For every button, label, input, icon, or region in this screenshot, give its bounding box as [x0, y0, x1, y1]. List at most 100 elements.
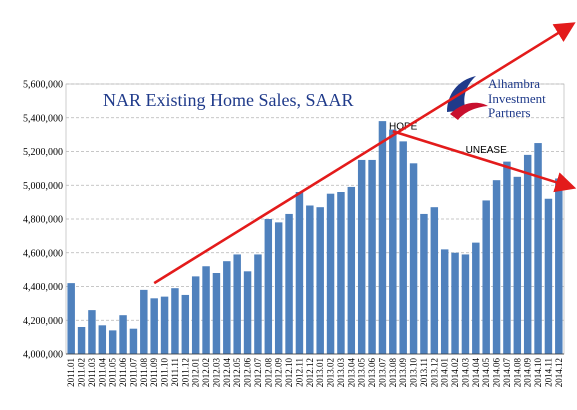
bar [430, 207, 439, 354]
x-tick-label: 2012.10 [284, 358, 294, 388]
x-tick-label: 2013.01 [315, 358, 325, 387]
x-tick-label: 2012.12 [305, 358, 315, 387]
bar [389, 129, 397, 354]
x-tick-label: 2013.09 [398, 358, 408, 388]
x-tick-label: 2012.05 [232, 358, 242, 388]
bar [264, 219, 273, 354]
y-tick-label: 4,000,000 [23, 350, 63, 361]
bar [150, 298, 158, 354]
bar [326, 193, 335, 354]
bar [295, 192, 304, 354]
x-tick-label: 2011.10 [160, 358, 170, 387]
bar [492, 180, 501, 354]
x-tick-label: 2013.10 [409, 358, 419, 388]
x-tick-label: 2013.12 [429, 358, 439, 387]
bar [223, 261, 231, 354]
x-tick-label: 2012.11 [294, 358, 304, 387]
x-tick-label: 2013.08 [388, 358, 398, 388]
bar [191, 276, 200, 354]
x-tick-label: 2011.09 [149, 358, 159, 387]
x-tick-label: 2011.01 [66, 358, 76, 387]
x-tick-label: 2013.02 [326, 358, 336, 387]
bar [233, 254, 241, 354]
bar [534, 143, 542, 354]
x-tick-label: 2013.04 [346, 358, 356, 388]
grid [66, 83, 564, 321]
y-tick-label: 5,400,000 [23, 113, 63, 124]
bar [88, 310, 96, 354]
x-tick-label: 2012.06 [243, 358, 253, 388]
x-tick-label: 2014.08 [512, 358, 522, 388]
y-tick-label: 4,600,000 [23, 248, 63, 259]
bar [171, 288, 179, 354]
x-tick-label: 2014.12 [554, 358, 564, 387]
bar [181, 294, 190, 354]
x-tick-label: 2013.06 [367, 358, 377, 388]
trend-arrow [153, 22, 576, 285]
x-tick-label: 2011.07 [128, 358, 138, 387]
y-axis: 4,000,000 4,200,000 4,400,000 4,600,000 4,80… [23, 80, 63, 361]
bar [555, 178, 563, 354]
bar [98, 325, 107, 354]
x-tick-label: 2011.11 [170, 358, 180, 387]
x-tick-label: 2014.04 [471, 358, 481, 388]
bar [140, 289, 148, 354]
bar [472, 242, 480, 354]
bar [202, 266, 210, 354]
trend-lines [153, 22, 577, 285]
x-tick-label: 2014.03 [460, 358, 470, 388]
bar [285, 213, 293, 354]
x-tick-label: 2013.11 [419, 358, 429, 387]
bar [420, 213, 428, 354]
x-tick-label: 2014.06 [492, 358, 502, 388]
x-tick-label: 2012.07 [253, 358, 263, 388]
x-tick-label: 2011.12 [180, 358, 190, 387]
x-tick-label: 2014.10 [533, 358, 543, 388]
x-tick-label: 2012.09 [274, 358, 284, 388]
bar [357, 159, 366, 354]
bar [243, 271, 252, 354]
bar [482, 200, 490, 354]
y-tick-label: 4,400,000 [23, 282, 63, 293]
x-tick-label: 2013.05 [357, 358, 367, 388]
bar [108, 330, 117, 354]
bar [212, 273, 221, 354]
x-tick-label: 2011.04 [97, 358, 107, 387]
bar [513, 176, 522, 354]
bar [347, 186, 356, 354]
annotations: HOPE UNEASE [389, 122, 507, 157]
y-tick-label: 4,200,000 [23, 316, 63, 327]
x-tick-label: 2012.01 [191, 358, 201, 387]
x-tick-label: 2012.08 [263, 358, 273, 388]
chart-title: NAR Existing Home Sales, SAAR [103, 90, 354, 110]
y-tick-label: 5,000,000 [23, 181, 63, 192]
x-tick-label: 2014.02 [450, 358, 460, 387]
logo-line3: Partners [488, 105, 531, 120]
bar [440, 249, 449, 354]
bar [254, 254, 262, 354]
logo-line1: Alhambra [488, 76, 540, 91]
bar [119, 315, 127, 354]
x-tick-label: 2011.05 [108, 358, 118, 387]
bar [129, 328, 138, 354]
x-tick-label: 2014.11 [543, 358, 553, 387]
x-tick-label: 2012.02 [201, 358, 211, 387]
annotation-label: UNEASE [466, 145, 507, 156]
y-tick-label: 5,600,000 [23, 80, 63, 91]
x-tick-label: 2011.02 [77, 358, 87, 387]
x-tick-label: 2014.09 [523, 358, 533, 388]
x-tick-label: 2012.03 [211, 358, 221, 388]
bar [316, 207, 324, 354]
bar [378, 121, 387, 354]
trend-arrow [392, 130, 577, 193]
annotation-label: HOPE [389, 122, 418, 133]
bar [67, 283, 75, 354]
bar [399, 141, 407, 354]
logo-line2: Investment [488, 91, 546, 106]
bar [160, 296, 169, 354]
bar [523, 154, 532, 354]
x-axis: 2011.01 2011.02 2011.03 2011.04 2011.05 2011.… [66, 358, 564, 388]
x-tick-label: 2011.03 [87, 358, 97, 387]
x-tick-label: 2014.01 [440, 358, 450, 387]
